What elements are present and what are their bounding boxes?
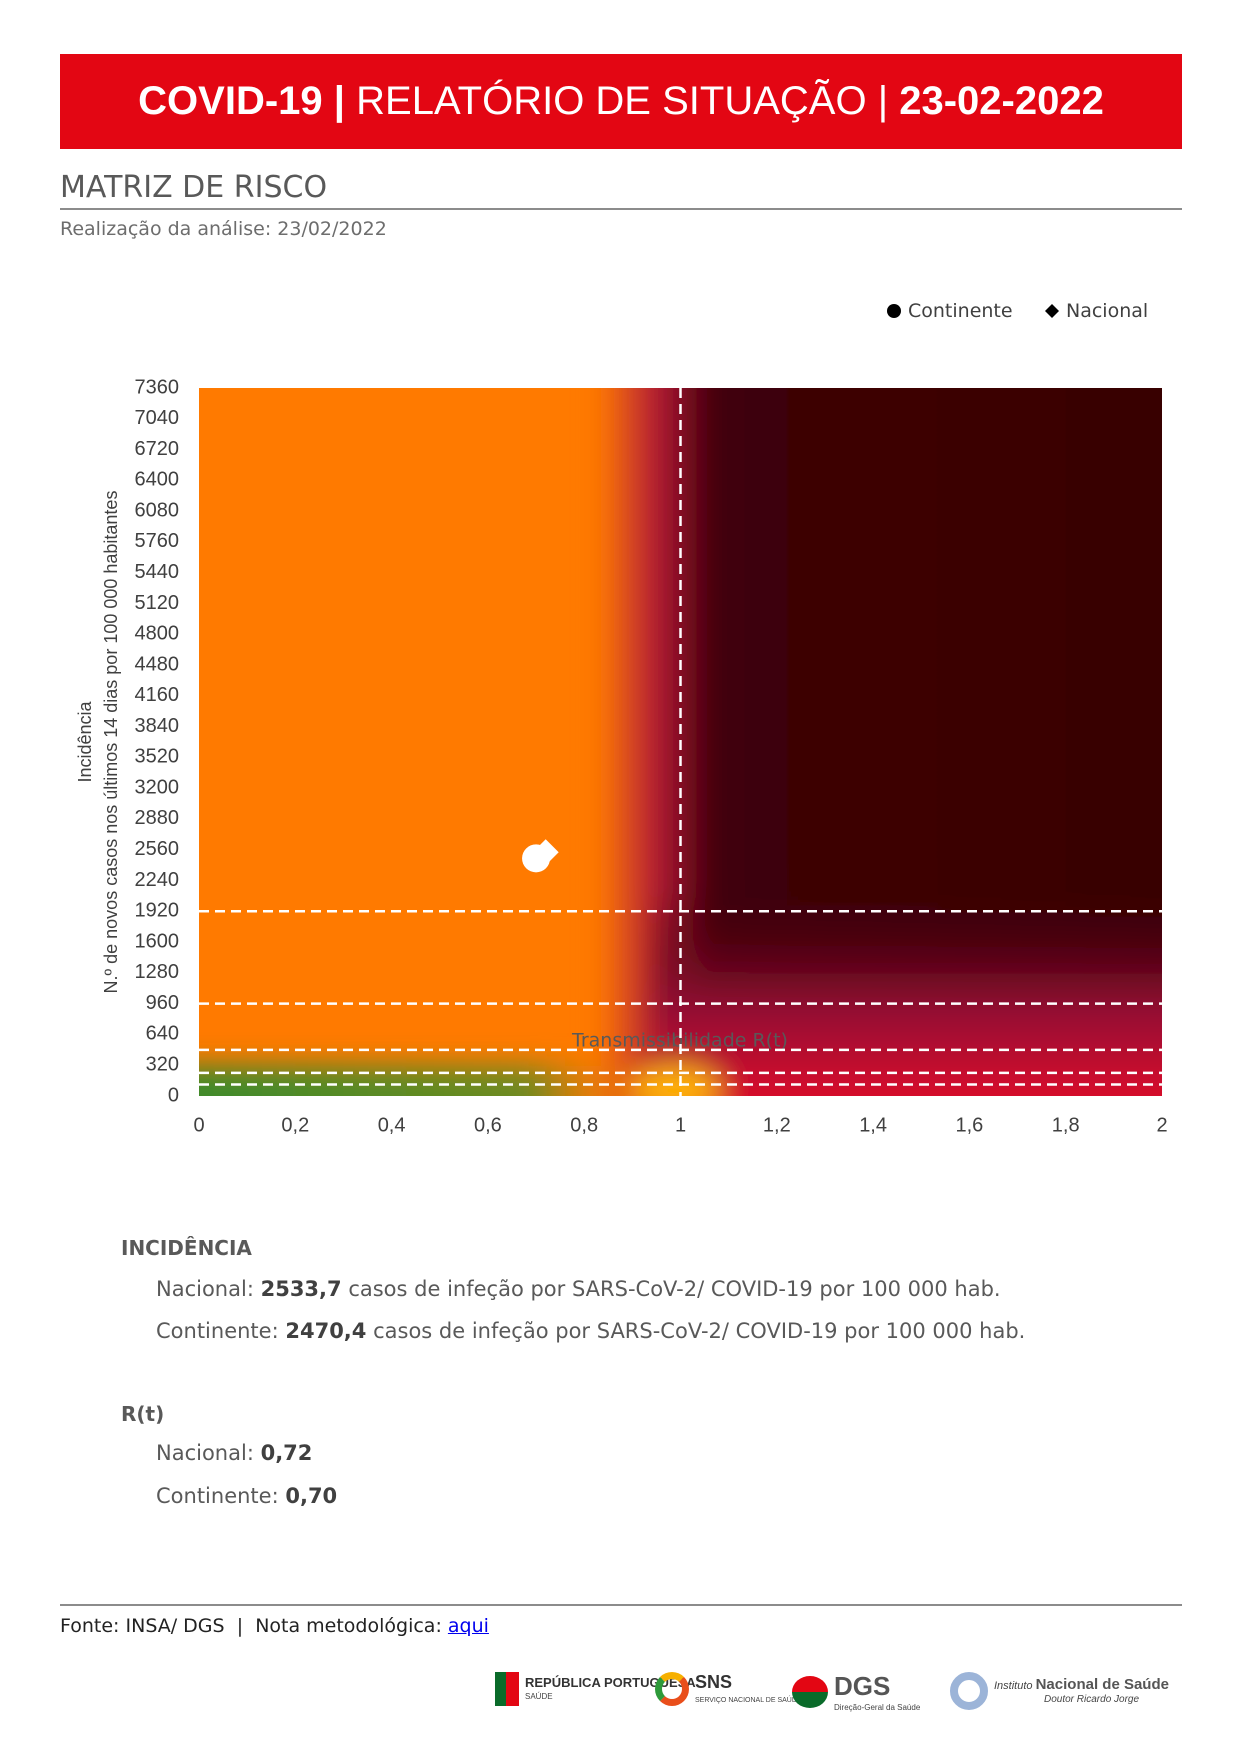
logo-text: DGS <box>834 1671 891 1701</box>
separator: | <box>877 79 889 123</box>
heatmap-zones <box>199 388 1162 1096</box>
x-tick-label: 1,8 <box>1052 1114 1080 1136</box>
y-tick-label: 2240 <box>135 869 180 891</box>
y-axis-title: N.º de novos casos nos últimos 14 dias p… <box>101 491 121 994</box>
header-date: 23-02-2022 <box>899 79 1104 123</box>
y-tick-label: 4800 <box>135 623 180 645</box>
y-tick-label: 0 <box>168 1084 179 1106</box>
y-tick-label: 6080 <box>135 499 180 521</box>
separator: | <box>236 1615 244 1637</box>
value: 0,70 <box>285 1484 338 1508</box>
y-tick-label: 3200 <box>135 776 180 798</box>
label: Continente: <box>156 1484 279 1508</box>
logo-text: SNS <box>695 1672 733 1693</box>
label: Nacional: <box>156 1277 254 1301</box>
value: 2470,4 <box>285 1319 367 1343</box>
y-tick-label: 2880 <box>135 807 180 829</box>
x-tick-label: 1,6 <box>955 1114 983 1136</box>
y-tick-label: 640 <box>146 1023 179 1045</box>
x-tick-label: 0,4 <box>378 1114 406 1136</box>
x-tick-label: 1,4 <box>859 1114 887 1136</box>
point-nacional <box>532 839 559 866</box>
legend-diamond <box>1045 304 1059 318</box>
label: Nacional: <box>156 1441 254 1465</box>
section-heading: R(t) <box>121 1402 165 1426</box>
logo-text: SAÚDE <box>525 1692 553 1702</box>
logo: DGS Direção-Geral da Saúde <box>792 1672 920 1713</box>
x-tick-label: 0,8 <box>570 1114 598 1136</box>
y-tick-label: 1920 <box>135 900 180 922</box>
y-tick-label: 1600 <box>135 930 180 952</box>
footer: Fonte: INSA/ DGS | Nota metodológica: aq… <box>60 1615 489 1637</box>
x-tick-label: 1 <box>675 1114 686 1136</box>
y-tick-label: 3840 <box>135 715 180 737</box>
header: COVID-19 | RELATÓRIO DE SITUAÇÃO | 23-02… <box>60 54 1182 149</box>
logo: Instituto Nacional de Saúde Doutor Ricard… <box>950 1672 1169 1710</box>
text-line: Nacional: 2533,7 casos de infeção por SA… <box>156 1277 1001 1301</box>
logo: REPÚBLICA PORTUGUESA SAÚDE <box>495 1672 696 1706</box>
risk-matrix-chart: Incidência N.º de novos casos nos último… <box>75 376 1168 1136</box>
section-heading: INCIDÊNCIA <box>121 1236 252 1260</box>
heatmap-zone <box>630 1065 720 1096</box>
text-line: Nacional: 0,72 <box>156 1441 312 1465</box>
x-axis-title: Transmissibilidade R(t) <box>571 1030 788 1052</box>
y-tick-label: 320 <box>146 1053 179 1075</box>
x-tick-label: 0,6 <box>474 1114 502 1136</box>
y-tick-label: 3520 <box>135 746 180 768</box>
section-title: MATRIZ DE RISCO <box>60 170 328 205</box>
legend-item: Nacional <box>1044 300 1148 322</box>
y-tick-label: 5440 <box>135 561 180 583</box>
x-tick-label: 0,2 <box>281 1114 309 1136</box>
source: Fonte: INSA/ DGS <box>60 1615 225 1637</box>
analysis-date: Realização da análise: 23/02/2022 <box>60 218 387 240</box>
logo-text: REPÚBLICA PORTUGUESA <box>525 1674 696 1690</box>
x-tick-label: 1,2 <box>763 1114 791 1136</box>
text-line: Continente: 0,70 <box>156 1484 337 1508</box>
y-tick-label: 5760 <box>135 530 180 552</box>
legend-label: Nacional <box>1066 300 1149 322</box>
value: 0,72 <box>260 1441 313 1465</box>
y-tick-label: 6720 <box>135 438 180 460</box>
logo-text: Nacional de Saúde <box>1035 1675 1169 1693</box>
y-tick-label: 1280 <box>135 961 180 983</box>
note-label: Nota metodológica: <box>255 1615 442 1637</box>
divider <box>60 1604 1182 1606</box>
heatmap-zone <box>199 1066 640 1096</box>
logo-text: Instituto <box>994 1679 1033 1692</box>
logo-text: Doutor Ricardo Jorge <box>1044 1694 1140 1706</box>
text: casos de infeção por SARS-CoV-2/ COVID-1… <box>348 1277 1001 1301</box>
logo: SNS SERVIÇO NACIONAL DE SAÚDE <box>655 1672 802 1706</box>
logo-text: Direção-Geral da Saúde <box>834 1702 921 1712</box>
legend-marker <box>887 304 901 318</box>
divider <box>60 208 1182 210</box>
label: Continente: <box>156 1319 279 1343</box>
y-tick-label: 6400 <box>135 469 180 491</box>
value: 2533,7 <box>260 1277 342 1301</box>
heatmap-zone <box>650 890 1162 1096</box>
y-tick-label: 960 <box>146 992 179 1014</box>
y-tick-label: 4480 <box>135 653 180 675</box>
legend-item: Continente <box>886 300 1013 322</box>
header-subtitle: RELATÓRIO DE SITUAÇÃO <box>356 79 867 123</box>
logo-text: SERVIÇO NACIONAL DE SAÚDE <box>695 1696 802 1704</box>
text: casos de infeção por SARS-CoV-2/ COVID-1… <box>373 1319 1026 1343</box>
x-tick-label: 2 <box>1156 1114 1167 1136</box>
legend-marker <box>1045 304 1059 318</box>
x-tick-label: 0 <box>193 1114 204 1136</box>
note-link[interactable]: aqui <box>447 1615 489 1637</box>
legend-label: Continente <box>908 300 1013 322</box>
y-axis-title: Incidência <box>75 700 95 782</box>
y-tick-label: 5120 <box>135 592 180 614</box>
heatmap <box>199 388 1162 1096</box>
y-tick-label: 4160 <box>135 684 180 706</box>
text-line: Continente: 2470,4 casos de infeção por … <box>156 1319 1025 1343</box>
separator: | <box>333 79 345 123</box>
y-tick-label: 2560 <box>135 838 180 860</box>
y-tick-label: 7040 <box>135 407 180 429</box>
legend-circle <box>887 304 901 318</box>
y-tick-label: 7360 <box>135 376 180 398</box>
header-title: COVID-19 <box>138 79 323 123</box>
